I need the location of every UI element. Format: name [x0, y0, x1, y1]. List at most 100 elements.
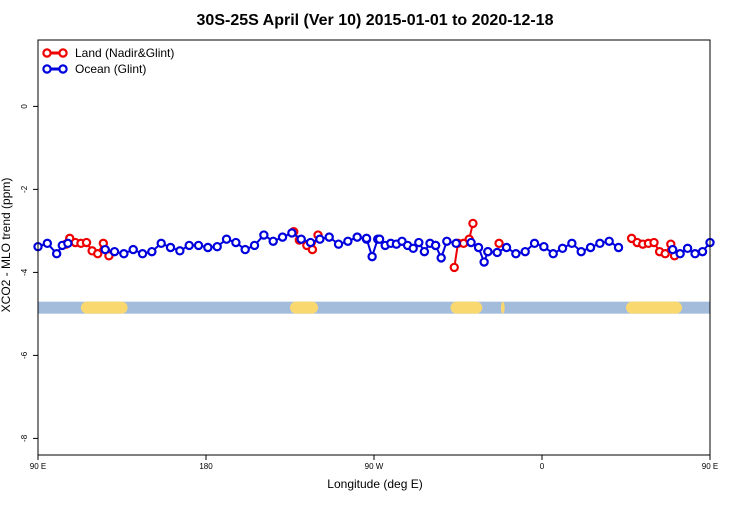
ocean-data-point	[604, 236, 614, 246]
ocean-data-point	[109, 246, 120, 257]
x-tick-label: 90 E	[30, 462, 46, 471]
ocean-data-point	[682, 243, 693, 254]
ocean-data-point	[529, 238, 540, 249]
ocean-data-point	[697, 246, 708, 257]
ocean-data-point	[221, 234, 232, 244]
ocean-data-point	[414, 237, 424, 248]
ocean-data-point	[333, 239, 344, 249]
ocean-data-point	[501, 242, 512, 253]
y-tick-label: 0	[20, 104, 29, 109]
ocean-data-point	[520, 246, 530, 257]
land-data-point	[468, 218, 478, 229]
ocean-data-point	[137, 249, 148, 259]
chart-title: 30S-25S April (Ver 10) 2015-01-01 to 202…	[197, 12, 554, 29]
x-tick-label: 180	[199, 462, 213, 471]
y-axis-label: XCO2 - MLO trend (ppm)	[0, 178, 13, 313]
ocean-data-point	[585, 242, 596, 253]
land-data-point	[494, 238, 504, 249]
ocean-series-line	[434, 240, 457, 261]
ocean-data-point	[119, 249, 129, 259]
land-data-point	[81, 237, 92, 248]
ocean-data-point	[51, 249, 62, 259]
ocean-data-point	[613, 242, 624, 253]
ocean-data-point	[165, 242, 176, 253]
y-tick-label: -2	[20, 185, 29, 193]
ocean-data-point	[557, 243, 568, 254]
ocean-data-point	[595, 238, 605, 249]
ocean-data-point	[374, 234, 385, 244]
ocean-data-point	[324, 232, 334, 242]
ocean-data-point	[451, 238, 461, 249]
ocean-data-point	[147, 246, 157, 257]
ocean-data-point	[473, 242, 484, 253]
ocean-data-point	[249, 240, 260, 251]
ocean-data-point	[419, 246, 430, 257]
legend-marker-ocean	[42, 64, 52, 74]
land-data-point	[93, 249, 103, 259]
ocean-data-point	[259, 230, 269, 240]
ocean-data-point	[277, 232, 288, 242]
ocean-data-point	[42, 238, 53, 249]
land-data-point	[649, 237, 659, 248]
ocean-data-point	[511, 249, 521, 259]
ocean-band	[38, 301, 710, 314]
ocean-data-point	[128, 244, 138, 255]
ocean-data-point	[539, 241, 549, 252]
land-band-segment	[80, 301, 128, 314]
ocean-data-point	[175, 246, 185, 256]
ocean-data-point	[100, 244, 110, 255]
land-band-segment	[626, 301, 682, 314]
ocean-data-point	[156, 238, 166, 249]
ocean-data-point	[367, 251, 377, 262]
y-tick-label: -4	[20, 268, 29, 276]
ocean-data-point	[492, 247, 502, 258]
ocean-data-point	[675, 249, 685, 259]
ocean-data-point	[240, 244, 250, 255]
ocean-data-point	[231, 237, 241, 248]
ocean-data-point	[483, 246, 493, 257]
ocean-data-point	[442, 236, 452, 246]
legend-marker-land	[42, 48, 52, 58]
ocean-data-point	[548, 249, 558, 259]
x-tick-label: 0	[540, 462, 545, 471]
legend-marker-land	[58, 48, 68, 58]
x-tick-label: 90 E	[702, 462, 718, 471]
land-band-segment	[450, 301, 483, 314]
ocean-data-point	[212, 241, 222, 252]
legend-label-ocean: Ocean (Glint)	[75, 62, 146, 76]
ocean-data-point	[567, 238, 577, 249]
land-data-point	[449, 262, 459, 273]
ocean-data-point	[408, 243, 418, 254]
ocean-data-point	[296, 234, 306, 244]
x-tick-label: 90 W	[365, 462, 384, 471]
ocean-data-point	[305, 237, 316, 248]
y-tick-label: -6	[20, 351, 29, 359]
ocean-data-point	[203, 242, 213, 253]
ocean-data-point	[466, 237, 476, 248]
ocean-data-point	[361, 233, 372, 244]
legend-marker-ocean	[58, 64, 68, 74]
ocean-data-point	[184, 240, 194, 251]
legend-label-land: Land (Nadir&Glint)	[75, 46, 174, 60]
y-tick-label: -8	[20, 434, 29, 442]
ocean-data-point	[667, 244, 678, 255]
ocean-data-point	[63, 238, 73, 249]
ocean-data-point	[193, 240, 204, 251]
ocean-data-point	[352, 232, 362, 242]
land-band-segment	[290, 301, 318, 314]
land-data-point	[660, 249, 670, 259]
ocean-data-point	[690, 249, 700, 259]
ocean-data-point	[343, 236, 353, 246]
ocean-data-point	[315, 234, 325, 244]
ocean-data-point	[479, 257, 489, 267]
ocean-data-point	[430, 240, 441, 251]
ocean-data-point	[576, 246, 586, 257]
ocean-data-point	[436, 253, 446, 263]
x-axis-label: Longitude (deg E)	[327, 477, 422, 491]
land-band-segment	[500, 301, 505, 314]
ocean-data-point	[268, 236, 278, 246]
plot-layer: 90 E 180 90 W 0 90 E 0 -2 -4 -6 -8 Land (Nadir&Gli…	[20, 39, 718, 471]
ocean-data-point	[287, 228, 297, 238]
